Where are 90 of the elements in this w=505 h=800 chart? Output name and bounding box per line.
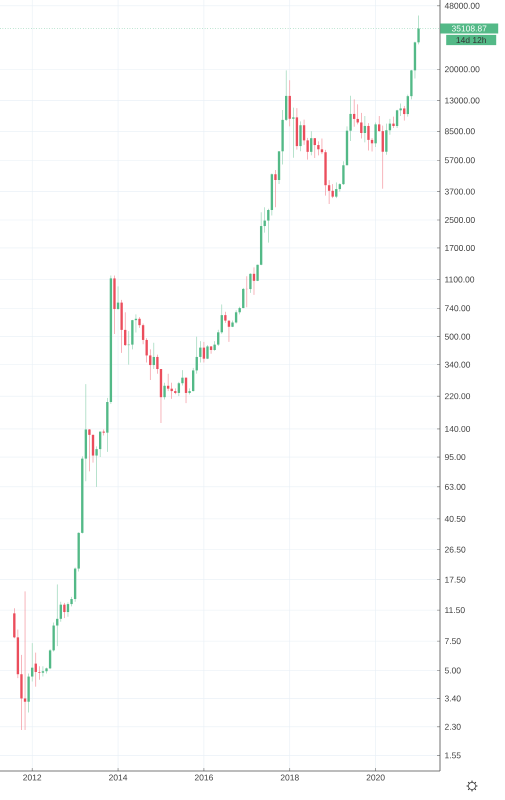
y-tick-label: 8500.00 <box>444 128 475 134</box>
candlestick <box>314 138 316 158</box>
x-tick-label: 2014 <box>109 774 128 781</box>
ref-line-label: 35108.87 <box>452 25 486 32</box>
y-tick-label: 740.00 <box>444 305 470 312</box>
candlestick <box>217 329 220 346</box>
candlestick <box>285 70 288 122</box>
x-tick-label: 2020 <box>366 774 385 781</box>
candlestick <box>224 311 227 324</box>
candlestick <box>128 330 130 365</box>
candlestick <box>48 648 52 670</box>
y-tick-label: 7.50 <box>444 638 461 644</box>
candlestick <box>220 304 223 334</box>
candlestick <box>356 104 359 125</box>
candlestick <box>31 642 34 682</box>
candlestick <box>264 206 266 233</box>
candlestick <box>388 118 392 136</box>
candlestick <box>124 312 126 346</box>
candlestick <box>234 310 238 324</box>
candlestick <box>196 336 198 374</box>
y-tick-label: 1700.00 <box>445 244 475 251</box>
candlestick <box>98 431 102 458</box>
candlestick <box>152 342 156 370</box>
x-tick-label: 2018 <box>280 774 299 781</box>
candlestick <box>42 666 44 677</box>
candlestick <box>63 602 66 618</box>
candlestick <box>60 602 62 622</box>
y-tick-label: 500.00 <box>444 334 470 340</box>
candlestick <box>396 109 398 128</box>
candlestick <box>332 184 334 198</box>
candlestick <box>288 80 291 127</box>
y-tick-label: 95.00 <box>444 454 466 460</box>
candlestick <box>34 652 37 687</box>
text: 14d 12h <box>456 36 486 44</box>
y-tick-label: 3700.00 <box>444 188 475 195</box>
y-tick-label: 17.50 <box>445 576 466 583</box>
candlestick <box>342 160 345 186</box>
candlestick <box>145 338 148 363</box>
y-tick-label: 63.00 <box>444 484 466 490</box>
candlestick <box>306 138 309 160</box>
y-tick-label: 1100.00 <box>445 276 474 283</box>
candlestick <box>374 122 377 148</box>
candlestick <box>302 119 306 146</box>
x-tick-label: 2016 <box>194 774 213 781</box>
y-tick-label: 220.00 <box>444 393 470 400</box>
y-tick-label: 5700.00 <box>444 157 475 164</box>
candlestick <box>378 116 380 132</box>
y-tick-label: 20000.00 <box>444 66 480 72</box>
candlestick <box>267 208 270 243</box>
y-tick-label: 13000.00 <box>445 97 480 104</box>
candlestick <box>149 349 152 380</box>
candlestick <box>178 382 180 396</box>
candlestick <box>292 107 295 158</box>
candlestick <box>352 99 356 128</box>
candlestick <box>202 342 206 363</box>
candlestick <box>142 323 144 345</box>
candlestick <box>328 180 330 204</box>
y-tick-label: 11.50 <box>445 607 465 614</box>
candlestick <box>56 584 58 646</box>
candlestick <box>335 182 338 198</box>
candlestick <box>406 94 409 117</box>
y-tick-label: 1.55 <box>445 752 461 758</box>
y-tick-label: 140.00 <box>445 426 470 432</box>
candlestick <box>399 103 402 116</box>
y-tick-label: 2.30 <box>444 724 461 730</box>
y-tick-label: 3.40 <box>444 695 461 702</box>
y-tick-label: 40.50 <box>444 516 466 522</box>
candlestick <box>349 95 352 142</box>
candlestick <box>364 116 366 143</box>
candlestick <box>156 354 159 374</box>
candlestick <box>249 272 252 294</box>
y-tick-label: 5.00 <box>444 668 461 674</box>
candlestick <box>382 125 384 190</box>
candlestick <box>403 106 406 121</box>
y-tick-label: 48000.00 <box>444 2 480 9</box>
candlestick <box>317 141 320 156</box>
candlestick <box>213 340 216 352</box>
candlestick <box>192 368 194 392</box>
candlestick <box>228 320 230 342</box>
y-tick-label: 2500.00 <box>444 217 475 223</box>
x-tick-label: 2012 <box>23 774 42 781</box>
candlestick <box>242 288 244 309</box>
candlestick <box>385 123 388 156</box>
candlestick <box>199 340 202 363</box>
candlestick <box>310 130 312 156</box>
candlestick <box>170 382 173 400</box>
y-tick-label: 340.00 <box>444 362 470 368</box>
y-tick-label: 26.50 <box>444 546 466 553</box>
candlestick <box>360 112 362 139</box>
candlestick <box>95 446 98 488</box>
